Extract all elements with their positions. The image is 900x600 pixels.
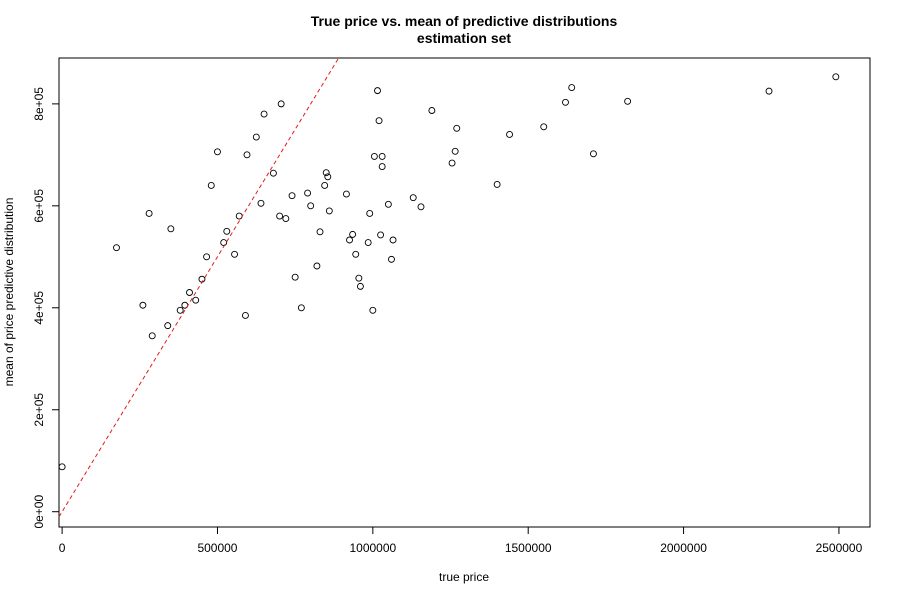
data-point [176, 306, 184, 314]
data-point [374, 87, 381, 95]
data-point [624, 97, 632, 105]
x-tick-label: 1000000 [349, 541, 396, 555]
data-point [389, 236, 397, 244]
data-point [223, 227, 231, 235]
data-point [453, 124, 461, 132]
data-point [324, 173, 332, 181]
data-point [241, 311, 249, 319]
data-point [304, 189, 312, 197]
data-point [322, 169, 330, 177]
data-point [288, 192, 296, 200]
data-point [451, 147, 459, 155]
reference-line [58, 57, 340, 518]
x-tick-label: 0 [59, 541, 66, 555]
data-point [313, 262, 321, 270]
data-point [192, 296, 200, 304]
data-point [590, 150, 597, 158]
data-point [291, 273, 299, 281]
data-point [356, 282, 364, 290]
data-point [493, 180, 501, 188]
data-point [370, 152, 378, 160]
data-point [307, 202, 315, 210]
data-point [139, 301, 147, 309]
x-tick-label: 2000000 [660, 541, 707, 555]
y-axis: 0e+00 2e+05 4e+05 6e+05 8e+05 [32, 87, 59, 529]
data-point [417, 203, 425, 211]
x-tick-label: 1500000 [505, 541, 552, 555]
data-point [257, 199, 265, 207]
y-tick-label: 0e+00 [32, 495, 46, 529]
data-point [377, 231, 385, 239]
data-point [388, 255, 395, 263]
chart-title: True price vs. mean of predictive distri… [311, 13, 618, 29]
data-point [562, 98, 569, 106]
y-axis-label: mean of price predictive distribution [2, 198, 16, 387]
data-point [148, 332, 156, 340]
data-point [207, 181, 215, 189]
data-point [384, 200, 392, 208]
data-point [113, 244, 120, 252]
data-point [316, 228, 324, 236]
data-point [346, 236, 353, 244]
data-point [369, 306, 377, 314]
data-point [145, 210, 153, 217]
x-axis: 0 500000 1000000 1500000 2000000 2500000 [59, 527, 863, 555]
data-point [220, 239, 228, 246]
data-point [375, 117, 383, 125]
data-point [231, 250, 239, 258]
data-point [260, 110, 268, 118]
data-point [506, 131, 514, 138]
plot-frame [58, 57, 871, 528]
data-point [349, 230, 357, 238]
data-point [378, 152, 386, 160]
data-point [167, 225, 175, 233]
data-point [297, 304, 305, 312]
data-point [252, 133, 260, 141]
data-point [364, 239, 372, 246]
data-point [765, 87, 773, 95]
data-point [277, 100, 285, 108]
data-point [164, 322, 172, 330]
y-tick-label: 8e+05 [32, 87, 46, 121]
data-point [282, 215, 290, 223]
data-point [235, 212, 243, 220]
data-point [321, 181, 329, 189]
data-point [428, 107, 436, 114]
data-point [355, 274, 363, 282]
data-point [276, 212, 284, 220]
x-tick-label: 500000 [197, 541, 237, 555]
y-tick-label: 2e+05 [32, 393, 46, 427]
x-tick-label: 2500000 [816, 541, 863, 555]
data-point [832, 73, 840, 81]
data-point [409, 194, 417, 202]
y-tick-label: 4e+05 [32, 291, 46, 325]
data-point [568, 84, 576, 92]
data-point [243, 151, 251, 159]
data-point [58, 463, 66, 471]
data-point [366, 210, 374, 217]
data-point [203, 253, 211, 261]
data-points [58, 73, 840, 471]
data-point [378, 163, 386, 171]
data-point [214, 148, 221, 156]
data-point [352, 250, 360, 258]
data-point [186, 289, 193, 296]
data-point [448, 159, 456, 167]
data-point [269, 169, 277, 177]
y-tick-label: 6e+05 [32, 189, 46, 223]
data-point [342, 190, 350, 198]
chart-subtitle: estimation set [417, 30, 511, 46]
x-axis-label: true price [439, 570, 489, 584]
data-point [325, 207, 333, 215]
data-point [540, 123, 548, 131]
